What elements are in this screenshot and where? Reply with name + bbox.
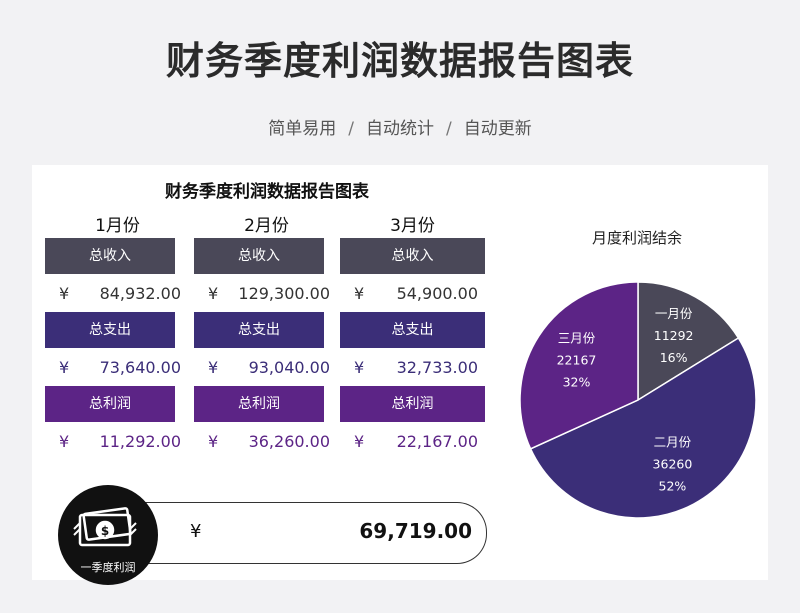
pie-value-label: 36260 [653, 457, 693, 472]
profit-value-3: ¥22,167.00 [354, 427, 478, 457]
quarter-total-box: ¥ 69,719.00 [128, 502, 487, 564]
subtitle: 简单易用 / 自动统计 / 自动更新 [0, 114, 800, 139]
report-title: 财务季度利润数据报告图表 [165, 182, 369, 202]
profit-amount: 22,167.00 [396, 432, 478, 451]
currency-symbol: ¥ [208, 432, 219, 451]
total-currency: ¥ [190, 521, 202, 542]
month-label-1: 1月份 [95, 216, 140, 236]
month-label-3: 3月份 [390, 216, 435, 236]
expense-value-1: ¥73,640.00 [59, 353, 181, 383]
currency-symbol: ¥ [59, 284, 70, 303]
subtitle-separator: / [348, 119, 354, 139]
profit-pie-chart: 一月份 11292 16% 二月份 36260 52% 三月份 22167 32% [519, 281, 757, 519]
income-amount: 54,900.00 [396, 284, 478, 303]
income-amount: 129,300.00 [238, 284, 330, 303]
expense-amount: 93,040.00 [248, 358, 330, 377]
currency-symbol: ¥ [354, 432, 365, 451]
pie-value-label: 11292 [654, 328, 694, 343]
currency-symbol: ¥ [59, 358, 70, 377]
income-value-2: ¥129,300.00 [208, 279, 330, 309]
profit-amount: 11,292.00 [99, 432, 181, 451]
pie-value-label: 22167 [557, 352, 597, 367]
page-title: 财务季度利润数据报告图表 [165, 39, 634, 83]
income-header-1: 总收入 [45, 238, 175, 274]
pie-slice [637, 281, 740, 402]
report-card: 财务季度利润数据报告图表 1月份 总收入 ¥84,932.00 总支出 ¥73,… [32, 165, 768, 585]
expense-header-2: 总支出 [194, 312, 324, 348]
income-value-1: ¥84,932.00 [59, 279, 181, 309]
profit-amount: 36,260.00 [248, 432, 330, 451]
expense-amount: 32,733.00 [396, 358, 478, 377]
subtitle-separator: / [446, 119, 452, 139]
pie-percent-label: 52% [659, 479, 687, 494]
currency-symbol: ¥ [354, 284, 365, 303]
chart-title: 月度利润结余 [591, 229, 682, 247]
pie-slice [529, 336, 757, 519]
pie-label: 二月份 [654, 435, 692, 450]
expense-header-1: 总支出 [45, 312, 175, 348]
profit-header-1: 总利润 [45, 386, 175, 422]
pie-label: 三月份 [558, 330, 596, 345]
profit-header-2: 总利润 [194, 386, 324, 422]
pie-slice [519, 281, 639, 450]
profit-value-2: ¥36,260.00 [208, 427, 330, 457]
currency-symbol: ¥ [208, 358, 219, 377]
income-amount: 84,932.00 [99, 284, 181, 303]
subtitle-item: 自动更新 [463, 119, 532, 139]
currency-symbol: ¥ [354, 358, 365, 377]
income-value-3: ¥54,900.00 [354, 279, 478, 309]
total-value: 69,719.00 [359, 519, 472, 543]
quarter-badge: $ 一季度利润 [58, 485, 158, 585]
total-label: 一季度利润 [80, 561, 136, 574]
money-icon: $ [73, 507, 137, 547]
profit-header-3: 总利润 [340, 386, 485, 422]
pie-percent-label: 16% [660, 350, 688, 365]
svg-text:$: $ [101, 524, 109, 538]
expense-amount: 73,640.00 [99, 358, 181, 377]
income-header-2: 总收入 [194, 238, 324, 274]
subtitle-item: 自动统计 [366, 119, 434, 139]
subtitle-item: 简单易用 [268, 119, 337, 139]
currency-symbol: ¥ [59, 432, 70, 451]
currency-symbol: ¥ [208, 284, 219, 303]
profit-value-1: ¥11,292.00 [59, 427, 181, 457]
income-header-3: 总收入 [340, 238, 485, 274]
expense-value-2: ¥93,040.00 [208, 353, 330, 383]
expense-value-3: ¥32,733.00 [354, 353, 478, 383]
pie-label: 一月份 [655, 306, 693, 321]
pie-percent-label: 32% [563, 374, 591, 389]
expense-header-3: 总支出 [340, 312, 485, 348]
month-label-2: 2月份 [244, 216, 289, 236]
